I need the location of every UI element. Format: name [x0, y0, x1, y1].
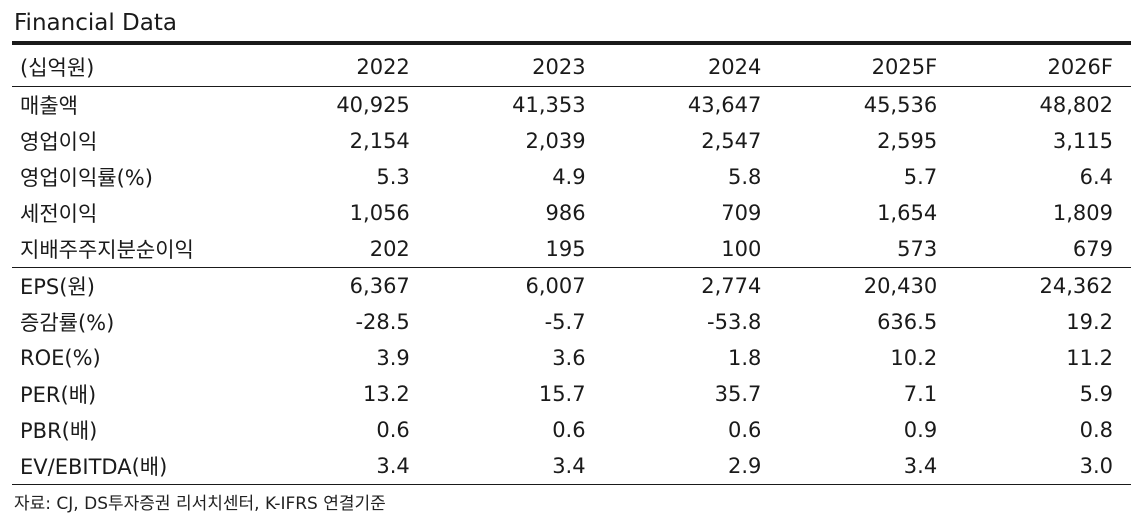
- header-year: 2025F: [779, 48, 956, 87]
- table-row: 증감률(%) -28.5 -5.7 -53.8 636.5 19.2: [12, 304, 1131, 340]
- cell-value: 4.9: [552, 165, 586, 189]
- cell-value: 35.7: [714, 382, 762, 406]
- cell-value: 3.4: [252, 448, 428, 485]
- cell-value: 0.6: [727, 418, 762, 442]
- cell-value: 3.4: [427, 448, 604, 485]
- cell-value: 24,362: [955, 267, 1131, 304]
- cell-value: -53.8: [707, 310, 762, 334]
- header-year: 2023: [427, 48, 604, 87]
- row-label: 지배주주지분순이익: [20, 238, 194, 262]
- cell-value: 10.2: [890, 346, 938, 370]
- row-label: 매출액: [20, 94, 78, 118]
- cell-value: 709: [721, 201, 762, 225]
- cell-value: 11.2: [1066, 346, 1113, 370]
- cell-value: 1,056: [349, 201, 410, 225]
- cell-value: 48,802: [1039, 93, 1113, 117]
- row-label: ROE(%): [20, 346, 101, 370]
- header-year: 2026F: [955, 48, 1131, 87]
- cell-value: 0.8: [1079, 418, 1113, 442]
- cell-value: 5.7: [903, 165, 938, 189]
- table-row: 영업이익 2,154 2,039 2,547 2,595 3,115: [12, 123, 1131, 159]
- cell-value: 5.9: [1079, 382, 1113, 406]
- row-label: PER(배): [20, 383, 97, 407]
- cell-value: 6,367: [252, 267, 428, 304]
- cell-value: 45,536: [863, 93, 938, 117]
- row-label: PBR(배): [20, 419, 98, 443]
- cell-value: 3,115: [1052, 129, 1113, 153]
- cell-value: 636.5: [877, 310, 938, 334]
- table-row: 영업이익률(%) 5.3 4.9 5.8 5.7 6.4: [12, 159, 1131, 195]
- cell-value: 5.3: [376, 165, 410, 189]
- table-row: ROE(%) 3.9 3.6 1.8 10.2 11.2: [12, 340, 1131, 376]
- cell-value: 1.8: [727, 346, 762, 370]
- cell-value: 1,654: [877, 201, 938, 225]
- table-row: PBR(배) 0.6 0.6 0.6 0.9 0.8: [12, 412, 1131, 448]
- table-row: EPS(원) 6,367 6,007 2,774 20,430 24,362: [12, 267, 1131, 304]
- cell-value: 2,039: [525, 129, 586, 153]
- cell-value: 679: [1072, 237, 1113, 261]
- cell-value: 986: [545, 201, 586, 225]
- cell-value: 2.9: [603, 448, 780, 485]
- cell-value: 573: [897, 237, 938, 261]
- row-label: EPS(원): [12, 267, 252, 304]
- table-title: Financial Data: [14, 10, 177, 36]
- row-label: 영업이익: [20, 130, 98, 154]
- cell-value: 2,547: [701, 129, 762, 153]
- cell-value: 41,353: [512, 93, 586, 117]
- header-year: 2024: [603, 48, 780, 87]
- cell-value: 0.9: [903, 418, 938, 442]
- cell-value: 2,154: [349, 129, 410, 153]
- cell-value: 0.6: [376, 418, 410, 442]
- table-row: 매출액 40,925 41,353 43,647 45,536 48,802: [12, 87, 1131, 124]
- row-label: 세전이익: [20, 202, 98, 226]
- cell-value: 40,925: [336, 93, 410, 117]
- cell-value: 3.4: [779, 448, 956, 485]
- cell-value: 3.9: [376, 346, 410, 370]
- title-divider: [12, 41, 1131, 45]
- cell-value: 6.4: [1079, 165, 1113, 189]
- cell-value: 43,647: [687, 93, 762, 117]
- cell-value: 3.6: [552, 346, 586, 370]
- source-note: 자료: CJ, DS투자증권 리서치센터, K-IFRS 연결기준: [14, 494, 386, 514]
- cell-value: 19.2: [1066, 310, 1113, 334]
- cell-value: 0.6: [552, 418, 586, 442]
- row-label: 영업이익률(%): [20, 166, 153, 190]
- row-label: 증감률(%): [20, 311, 115, 335]
- header-year: 2022: [252, 48, 428, 87]
- table-row: 세전이익 1,056 986 709 1,654 1,809: [12, 195, 1131, 231]
- financial-table: (십억원) 2022 2023 2024 2025F 2026F 매출액 40,…: [12, 48, 1131, 485]
- cell-value: 13.2: [363, 382, 410, 406]
- header-row: (십억원) 2022 2023 2024 2025F 2026F: [12, 48, 1131, 87]
- cell-value: 20,430: [779, 267, 956, 304]
- cell-value: 15.7: [538, 382, 586, 406]
- cell-value: 2,595: [877, 129, 938, 153]
- cell-value: 100: [721, 237, 762, 261]
- cell-value: 202: [369, 237, 410, 261]
- header-unit: (십억원): [12, 48, 252, 87]
- table-row: PER(배) 13.2 15.7 35.7 7.1 5.9: [12, 376, 1131, 412]
- cell-value: 3.0: [955, 448, 1131, 485]
- cell-value: 7.1: [903, 382, 938, 406]
- cell-value: 2,774: [603, 267, 780, 304]
- table-row: EV/EBITDA(배) 3.4 3.4 2.9 3.4 3.0: [12, 448, 1131, 485]
- row-label: EV/EBITDA(배): [12, 448, 252, 485]
- cell-value: 5.8: [727, 165, 762, 189]
- table-row: 지배주주지분순이익 202 195 100 573 679: [12, 231, 1131, 268]
- cell-value: 1,809: [1052, 201, 1113, 225]
- cell-value: -28.5: [355, 310, 410, 334]
- cell-value: -5.7: [544, 310, 586, 334]
- cell-value: 6,007: [427, 267, 604, 304]
- cell-value: 195: [545, 237, 586, 261]
